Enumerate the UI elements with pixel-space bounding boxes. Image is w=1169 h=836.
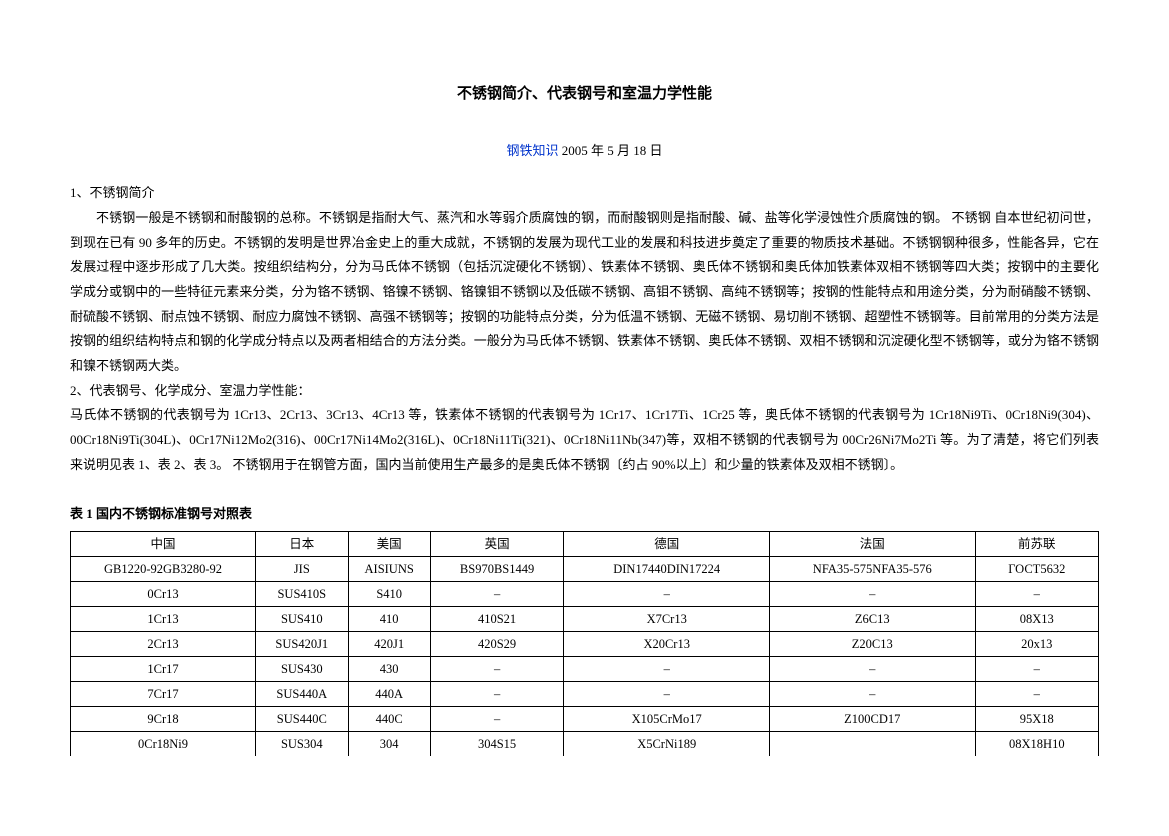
table-cell: SUS430 <box>256 657 349 682</box>
table-cell: – <box>430 707 564 732</box>
table-row: GB1220-92GB3280-92JISAISIUNSBS970BS1449D… <box>71 557 1099 582</box>
paragraph-1: 不锈钢一般是不锈钢和耐酸钢的总称。不锈钢是指耐大气、蒸汽和水等弱介质腐蚀的钢，而… <box>70 206 1099 379</box>
table-cell: 1Cr13 <box>71 607 256 632</box>
document-title: 不锈钢简介、代表钢号和室温力学性能 <box>70 80 1099 109</box>
table-cell: 440C <box>348 707 430 732</box>
table-cell: Z100CD17 <box>770 707 976 732</box>
table-cell: 08X18H10 <box>975 732 1098 757</box>
table-cell: SUS410 <box>256 607 349 632</box>
table-cell: GB1220-92GB3280-92 <box>71 557 256 582</box>
table-cell: 410 <box>348 607 430 632</box>
table-row: 7Cr17SUS440A440A–––– <box>71 682 1099 707</box>
table-row: 1Cr17SUS430430–––– <box>71 657 1099 682</box>
table-cell: S410 <box>348 582 430 607</box>
table-cell: SUS410S <box>256 582 349 607</box>
table-cell: SUS420J1 <box>256 632 349 657</box>
table-cell: SUS304 <box>256 732 349 757</box>
table-cell: 440A <box>348 682 430 707</box>
table-cell: 2Cr13 <box>71 632 256 657</box>
table-header-cell: 美国 <box>348 532 430 557</box>
table-cell: – <box>564 682 770 707</box>
table-cell: Z6C13 <box>770 607 976 632</box>
table-cell: 430 <box>348 657 430 682</box>
table-cell: – <box>770 682 976 707</box>
table-cell: AISIUNS <box>348 557 430 582</box>
table-cell: 95X18 <box>975 707 1098 732</box>
table-row: 2Cr13SUS420J1420J1420S29X20Cr13Z20C1320x… <box>71 632 1099 657</box>
table-cell: – <box>564 657 770 682</box>
table-cell: 0Cr18Ni9 <box>71 732 256 757</box>
table-cell: ГОСТ5632 <box>975 557 1098 582</box>
table-header-cell: 德国 <box>564 532 770 557</box>
table-cell: 304 <box>348 732 430 757</box>
table-header-cell: 前苏联 <box>975 532 1098 557</box>
table-row: 9Cr18SUS440C440C–X105CrMo17Z100CD1795X18 <box>71 707 1099 732</box>
table-cell: – <box>770 582 976 607</box>
table-cell <box>770 732 976 757</box>
table-cell: 304S15 <box>430 732 564 757</box>
table-cell: 0Cr13 <box>71 582 256 607</box>
table-cell: BS970BS1449 <box>430 557 564 582</box>
table-row: 1Cr13SUS410410410S21X7Cr13Z6C1308X13 <box>71 607 1099 632</box>
table-cell: 08X13 <box>975 607 1098 632</box>
section1-heading: 1、不锈钢简介 <box>70 181 1099 206</box>
table1-title: 表 1 国内不锈钢标准钢号对照表 <box>70 502 1099 527</box>
table-cell: 410S21 <box>430 607 564 632</box>
table-cell: – <box>975 582 1098 607</box>
table-row: 0Cr18Ni9SUS304304304S15X5CrNi189 08X18H10 <box>71 732 1099 757</box>
paragraph-2: 马氏体不锈钢的代表钢号为 1Cr13、2Cr13、3Cr13、4Cr13 等，铁… <box>70 403 1099 477</box>
table-cell: – <box>430 682 564 707</box>
publish-date: 2005 年 5 月 18 日 <box>559 143 663 158</box>
table-row: 0Cr13SUS410SS410–––– <box>71 582 1099 607</box>
table-cell: X7Cr13 <box>564 607 770 632</box>
table-header-row: 中国日本美国英国德国法国前苏联 <box>71 532 1099 557</box>
table-cell: X20Cr13 <box>564 632 770 657</box>
table-cell: SUS440C <box>256 707 349 732</box>
table-cell: – <box>430 657 564 682</box>
subtitle-line: 钢铁知识 2005 年 5 月 18 日 <box>70 139 1099 164</box>
table-cell: X105CrMo17 <box>564 707 770 732</box>
table-header-cell: 法国 <box>770 532 976 557</box>
table-cell: – <box>975 682 1098 707</box>
steel-grade-table: 中国日本美国英国德国法国前苏联 GB1220-92GB3280-92JISAIS… <box>70 531 1099 756</box>
table-header-cell: 英国 <box>430 532 564 557</box>
table-cell: – <box>975 657 1098 682</box>
table-cell: Z20C13 <box>770 632 976 657</box>
table-cell: 1Cr17 <box>71 657 256 682</box>
section2-heading: 2、代表钢号、化学成分、室温力学性能： <box>70 379 1099 404</box>
table-header-cell: 中国 <box>71 532 256 557</box>
table-cell: 20x13 <box>975 632 1098 657</box>
table-cell: JIS <box>256 557 349 582</box>
table-cell: 420J1 <box>348 632 430 657</box>
table-cell: 7Cr17 <box>71 682 256 707</box>
table-cell: – <box>770 657 976 682</box>
table-cell: – <box>564 582 770 607</box>
table-cell: SUS440A <box>256 682 349 707</box>
table-cell: NFA35-575NFA35-576 <box>770 557 976 582</box>
table-cell: X5CrNi189 <box>564 732 770 757</box>
table-cell: DIN17440DIN17224 <box>564 557 770 582</box>
table-header-cell: 日本 <box>256 532 349 557</box>
category-link[interactable]: 钢铁知识 <box>506 143 558 158</box>
table-cell: 9Cr18 <box>71 707 256 732</box>
table-cell: – <box>430 582 564 607</box>
table-cell: 420S29 <box>430 632 564 657</box>
